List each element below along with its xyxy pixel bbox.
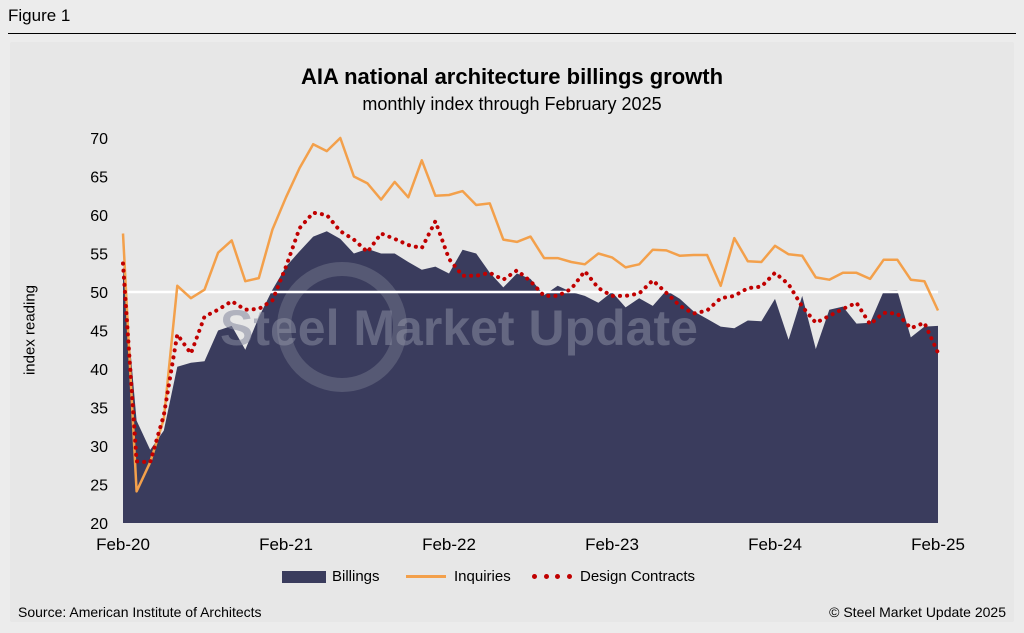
x-axis: Feb-20 Feb-21 Feb-22 Feb-23 Feb-24 Feb-25 bbox=[96, 535, 965, 554]
x-tick-label: Feb-21 bbox=[259, 535, 313, 554]
y-tick-label: 50 bbox=[90, 285, 108, 302]
plot-area: Steel Market Update bbox=[121, 136, 940, 523]
legend-item-billings: Billings bbox=[282, 568, 380, 585]
legend-label-billings: Billings bbox=[332, 568, 380, 585]
series-design-contracts-line bbox=[121, 210, 940, 465]
chart-subtitle: monthly index through February 2025 bbox=[362, 94, 662, 114]
legend-swatch-design-contracts bbox=[532, 574, 572, 579]
source-note: Source: American Institute of Architects bbox=[18, 604, 262, 620]
series-inquiries-line bbox=[121, 136, 940, 493]
x-tick-label: Feb-22 bbox=[422, 535, 476, 554]
figure-label: Figure 1 bbox=[8, 6, 71, 25]
y-tick-label: 45 bbox=[90, 324, 108, 341]
chart-title: AIA national architecture billings growt… bbox=[300, 64, 724, 89]
x-tick-label: Feb-20 bbox=[96, 535, 150, 554]
x-tick-label: Feb-24 bbox=[748, 535, 802, 554]
y-tick-label: 55 bbox=[90, 247, 108, 264]
figure-divider bbox=[8, 33, 1016, 34]
watermark-overlay: Steel Market Update bbox=[220, 262, 698, 392]
legend-swatch-inquiries bbox=[406, 575, 446, 578]
watermark-text: Steel Market Update bbox=[220, 300, 698, 356]
y-tick-label: 65 bbox=[90, 170, 108, 187]
y-tick-label: 25 bbox=[90, 478, 108, 495]
x-tick-label: Feb-25 bbox=[911, 535, 965, 554]
x-tick-label: Feb-23 bbox=[585, 535, 639, 554]
y-tick-label: 70 bbox=[90, 131, 108, 148]
watermark-logo-icon bbox=[277, 262, 407, 392]
legend-label-inquiries: Inquiries bbox=[454, 568, 511, 585]
y-tick-label: 40 bbox=[90, 362, 108, 379]
legend-label-design-contracts: Design Contracts bbox=[580, 568, 696, 585]
legend-item-design-contracts: Design Contracts bbox=[532, 568, 695, 585]
legend-swatch-billings bbox=[282, 570, 326, 583]
y-tick-label: 60 bbox=[90, 208, 108, 225]
copyright-note: © Steel Market Update 2025 bbox=[829, 604, 1006, 620]
legend: Billings Inquiries Design Contracts bbox=[0, 568, 1024, 590]
y-tick-label: 20 bbox=[90, 516, 108, 533]
y-tick-label: 35 bbox=[90, 401, 108, 418]
y-tick-label: 30 bbox=[90, 439, 108, 456]
y-axis: 20 25 30 35 40 45 50 55 60 65 70 bbox=[90, 131, 108, 533]
series-billings-area bbox=[123, 231, 938, 523]
legend-item-inquiries: Inquiries bbox=[406, 568, 511, 585]
